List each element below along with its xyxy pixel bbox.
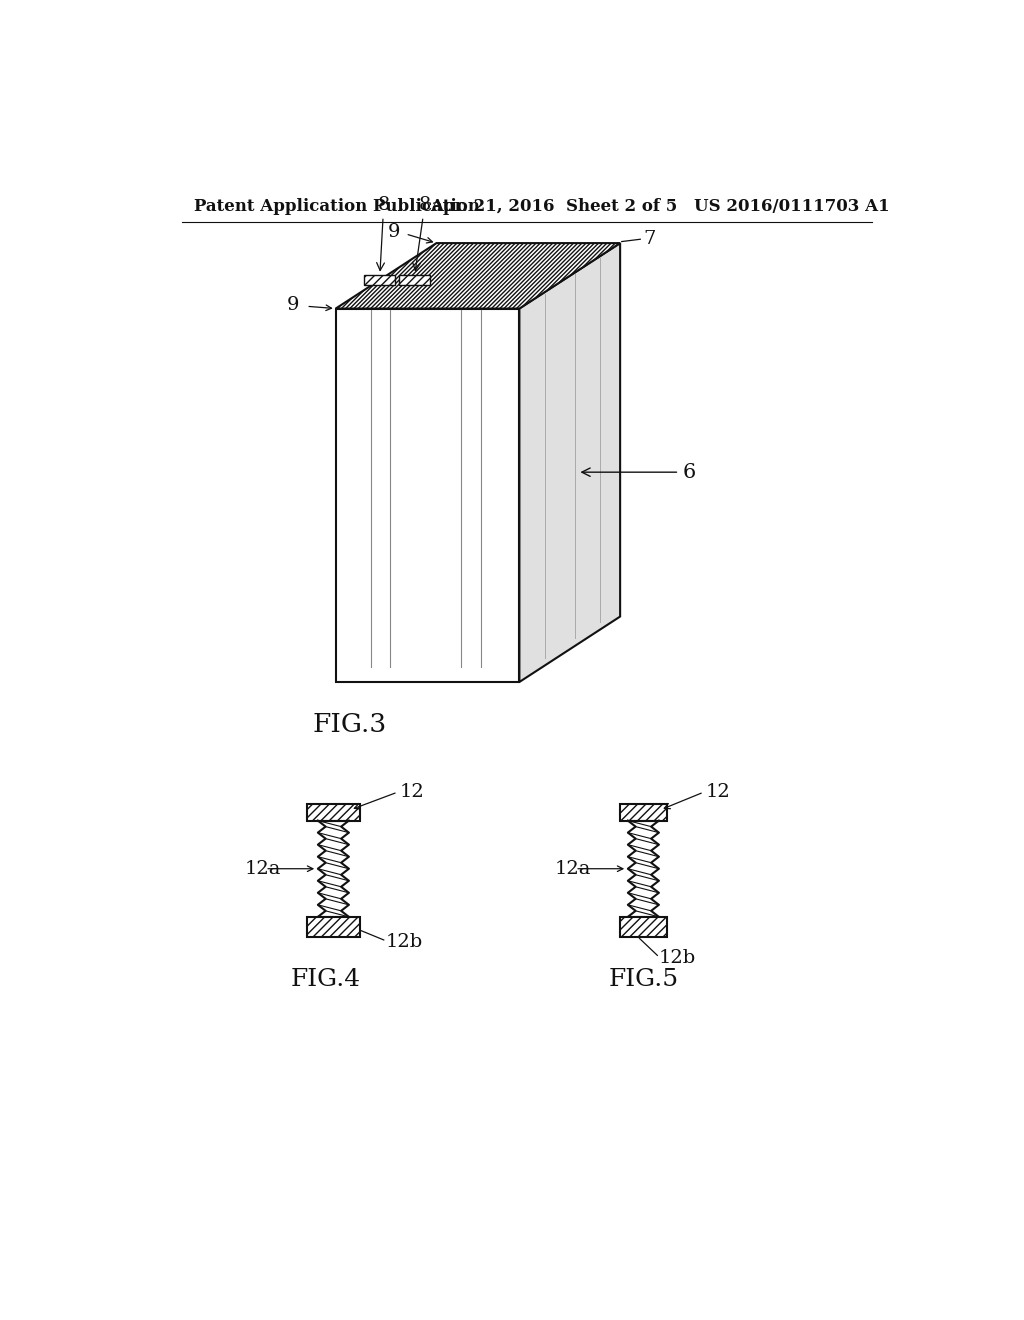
Text: 6: 6 <box>582 463 695 482</box>
Polygon shape <box>399 275 430 285</box>
Text: FIG.4: FIG.4 <box>291 968 360 991</box>
Text: 12b: 12b <box>386 933 423 952</box>
Polygon shape <box>307 804 359 821</box>
Polygon shape <box>336 309 519 682</box>
Text: 8: 8 <box>413 195 431 271</box>
Text: FIG.5: FIG.5 <box>608 968 679 991</box>
Text: 12: 12 <box>706 783 730 801</box>
Text: 12: 12 <box>399 783 424 801</box>
Polygon shape <box>336 243 621 309</box>
Text: Apr. 21, 2016  Sheet 2 of 5: Apr. 21, 2016 Sheet 2 of 5 <box>430 198 678 215</box>
Text: 12a: 12a <box>554 859 591 878</box>
Polygon shape <box>621 804 667 821</box>
Polygon shape <box>519 243 621 682</box>
Text: 8: 8 <box>377 195 390 271</box>
Text: 7: 7 <box>643 230 655 248</box>
Text: 9: 9 <box>287 296 299 314</box>
Polygon shape <box>365 275 395 285</box>
Text: Patent Application Publication: Patent Application Publication <box>194 198 480 215</box>
Text: FIG.3: FIG.3 <box>312 711 387 737</box>
Text: 12b: 12b <box>658 949 696 966</box>
Text: 9: 9 <box>387 223 400 240</box>
Polygon shape <box>307 917 359 937</box>
Text: 12a: 12a <box>245 859 281 878</box>
Polygon shape <box>621 917 667 937</box>
Text: US 2016/0111703 A1: US 2016/0111703 A1 <box>693 198 890 215</box>
